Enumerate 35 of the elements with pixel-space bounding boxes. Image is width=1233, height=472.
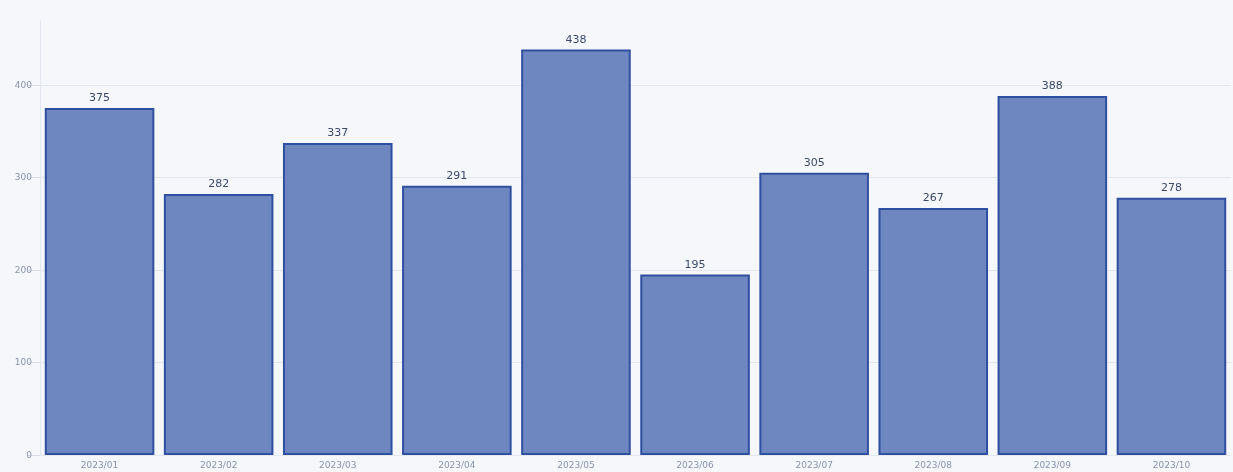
y-tick-label: 100 bbox=[14, 357, 33, 368]
bar bbox=[1116, 197, 1227, 455]
y-tick-label: 300 bbox=[14, 172, 33, 183]
x-tick-label: 2023/10 bbox=[1152, 459, 1191, 470]
data-label: 375 bbox=[89, 90, 111, 104]
bar bbox=[759, 172, 869, 455]
bar bbox=[878, 207, 989, 455]
y-tick-label: 200 bbox=[14, 264, 33, 275]
bar bbox=[44, 107, 155, 455]
data-label: 267 bbox=[922, 190, 944, 204]
data-label: 282 bbox=[208, 177, 230, 190]
x-tick-label: 2023/08 bbox=[914, 459, 953, 470]
x-tick-label: 2023/01 bbox=[80, 459, 119, 470]
data-label: 195 bbox=[684, 257, 706, 271]
data-label: 388 bbox=[1041, 78, 1063, 92]
bar bbox=[402, 185, 512, 455]
x-tick-label: 2023/03 bbox=[319, 459, 357, 470]
bar bbox=[640, 274, 750, 455]
data-label: 438 bbox=[565, 32, 587, 46]
x-tick-label: 2023/02 bbox=[199, 459, 238, 470]
x-tick-label: 2023/06 bbox=[676, 459, 715, 470]
data-label: 278 bbox=[1160, 180, 1182, 194]
bar bbox=[997, 95, 1108, 455]
x-tick-label: 2023/07 bbox=[795, 459, 833, 470]
bar bbox=[521, 49, 631, 455]
bar bbox=[282, 143, 393, 455]
data-label: 305 bbox=[803, 155, 825, 169]
data-label: 337 bbox=[327, 126, 349, 140]
x-tick-label: 2023/05 bbox=[557, 459, 595, 470]
y-tick-label: 400 bbox=[14, 79, 33, 90]
y-tick-label: 0 bbox=[26, 450, 33, 460]
x-tick-label: 2023/04 bbox=[438, 459, 476, 470]
x-tick-label: 2023/09 bbox=[1033, 459, 1072, 470]
bar bbox=[163, 194, 274, 455]
data-label: 291 bbox=[446, 168, 468, 182]
